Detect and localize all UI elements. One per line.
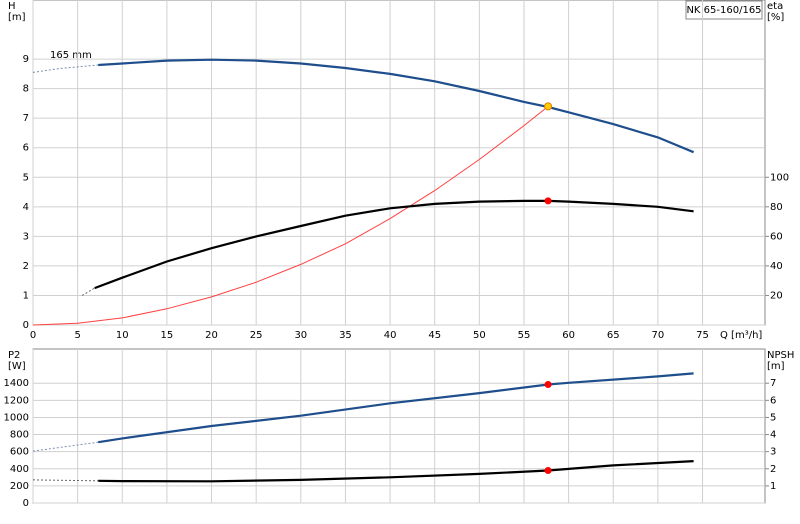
curve <box>94 199 694 290</box>
x-tick-label: 70 <box>652 330 665 341</box>
y2-tick-label: 3 <box>770 447 776 458</box>
curve-extension <box>81 287 95 296</box>
y-tick-label: 1 <box>23 290 29 301</box>
x-tick-label: 0 <box>30 330 36 341</box>
y-tick-label: 1200 <box>4 395 29 406</box>
y2-tick-label: 80 <box>770 202 783 213</box>
x-tick-label: 65 <box>607 330 620 341</box>
y-axis-label: [m] <box>8 12 26 23</box>
x-tick-label: 75 <box>696 330 709 341</box>
x-tick-label: 35 <box>339 330 352 341</box>
y-axis-label: [W] <box>8 361 26 372</box>
y-tick-label: 1400 <box>4 378 29 389</box>
y-tick-label: 0 <box>23 320 29 331</box>
operating-point <box>544 197 552 205</box>
y2-tick-label: 1 <box>770 481 776 492</box>
x-tick-label: 25 <box>250 330 263 341</box>
curve-extension <box>32 64 99 73</box>
y-axis-label: P2 <box>8 350 20 361</box>
plot-area <box>32 0 766 326</box>
y-tick-label: 1000 <box>4 412 29 423</box>
y2-tick-label: 4 <box>770 430 776 441</box>
operating-point <box>544 102 553 111</box>
x-tick-label: 20 <box>205 330 218 341</box>
model-box <box>685 0 763 20</box>
y-tick-label: 800 <box>10 430 29 441</box>
curve-extension <box>32 479 99 482</box>
curve <box>98 372 694 444</box>
x-tick-label: 10 <box>116 330 129 341</box>
curve-extension <box>32 441 99 452</box>
curve <box>32 106 549 326</box>
curve <box>98 460 694 483</box>
y2-tick-label: 7 <box>770 378 776 389</box>
y-tick-label: 0 <box>23 498 29 509</box>
y2-axis-label: eta <box>767 1 783 12</box>
y2-tick-label: 100 <box>770 172 789 183</box>
plot-area <box>32 348 766 504</box>
y2-tick-label: 5 <box>770 412 776 423</box>
curve <box>98 58 695 154</box>
x-tick-label: 5 <box>74 330 80 341</box>
operating-point <box>544 466 552 474</box>
y2-axis-label: NPSH <box>767 350 794 361</box>
y-tick-label: 600 <box>10 447 29 458</box>
y2-tick-label: 2 <box>770 464 776 475</box>
x-tick-label: 55 <box>518 330 531 341</box>
y2-tick-label: 40 <box>770 261 783 272</box>
x-tick-label: 40 <box>384 330 397 341</box>
y-tick-label: 200 <box>10 481 29 492</box>
y-tick-label: 400 <box>10 464 29 475</box>
y-tick-label: 2 <box>23 261 29 272</box>
y2-tick-label: 60 <box>770 231 783 242</box>
y2-tick-label: 6 <box>770 395 776 406</box>
y-tick-label: 3 <box>23 231 29 242</box>
x-tick-label: 15 <box>161 330 174 341</box>
x-axis-label: Q [m³/h] <box>720 330 762 341</box>
y-tick-label: 5 <box>23 172 29 183</box>
y-tick-label: 4 <box>23 202 29 213</box>
y-axis-label: H <box>8 1 16 12</box>
y-tick-label: 8 <box>23 84 29 95</box>
operating-point <box>544 381 552 389</box>
x-tick-label: 60 <box>562 330 575 341</box>
x-tick-label: 30 <box>294 330 307 341</box>
y-tick-label: 7 <box>23 113 29 124</box>
y2-axis-label: [%] <box>767 12 784 23</box>
y-tick-label: 9 <box>23 54 29 65</box>
y-tick-label: 6 <box>23 143 29 154</box>
y2-axis-label: [m] <box>767 361 785 372</box>
model-label: NK 65-160/165 <box>686 5 761 16</box>
curve-label: 165 mm <box>50 50 92 61</box>
x-tick-label: 50 <box>473 330 486 341</box>
x-tick-label: 45 <box>428 330 441 341</box>
y2-tick-label: 20 <box>770 290 783 301</box>
